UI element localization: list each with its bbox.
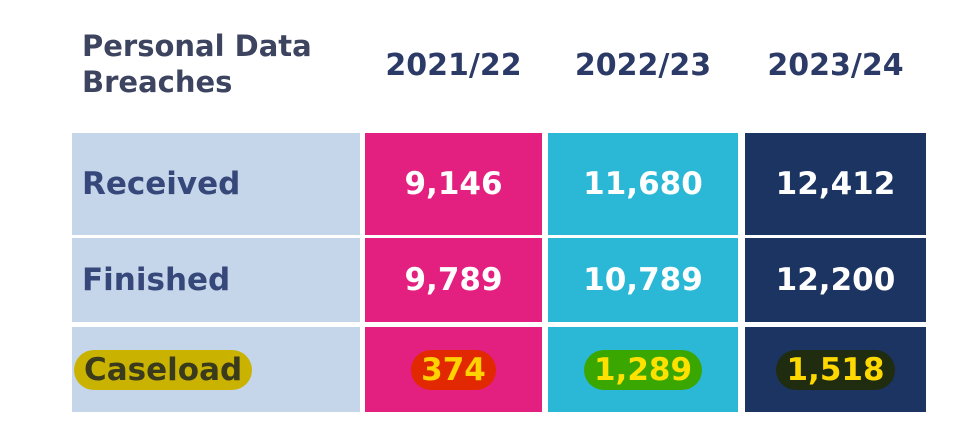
value: 12,200 xyxy=(775,262,896,298)
row-label: Finished xyxy=(82,262,231,298)
value-cell: 374 xyxy=(365,327,542,412)
value-cell: 12,412 xyxy=(745,133,926,235)
table-title: Personal Data Breaches xyxy=(82,29,312,99)
value-cell: 9,789 xyxy=(365,238,542,322)
row-label: Caseload xyxy=(74,349,253,390)
row-label-cell: Caseload xyxy=(72,327,360,412)
value: 10,789 xyxy=(583,262,703,298)
column-header: 2022/23 xyxy=(574,48,712,83)
value-cell: 1,518 xyxy=(745,327,926,412)
value-cell: 10,789 xyxy=(548,238,738,322)
value: 1,518 xyxy=(776,349,895,390)
value-cell: 12,200 xyxy=(745,238,926,322)
row-label: Received xyxy=(82,166,241,202)
value: 9,146 xyxy=(404,166,503,202)
column-header: 2021/22 xyxy=(385,48,522,83)
column-header: 2023/24 xyxy=(767,48,904,83)
value: 1,289 xyxy=(583,349,703,390)
value: 12,412 xyxy=(775,166,896,202)
value-cell: 9,146 xyxy=(365,133,542,235)
value: 11,680 xyxy=(583,166,703,202)
value-cell: 1,289 xyxy=(548,327,738,412)
row-label-cell: Received xyxy=(72,133,360,235)
value: 9,789 xyxy=(404,262,503,298)
value: 374 xyxy=(411,349,496,390)
row-label-cell: Finished xyxy=(72,238,360,322)
value-cell: 11,680 xyxy=(548,133,738,235)
